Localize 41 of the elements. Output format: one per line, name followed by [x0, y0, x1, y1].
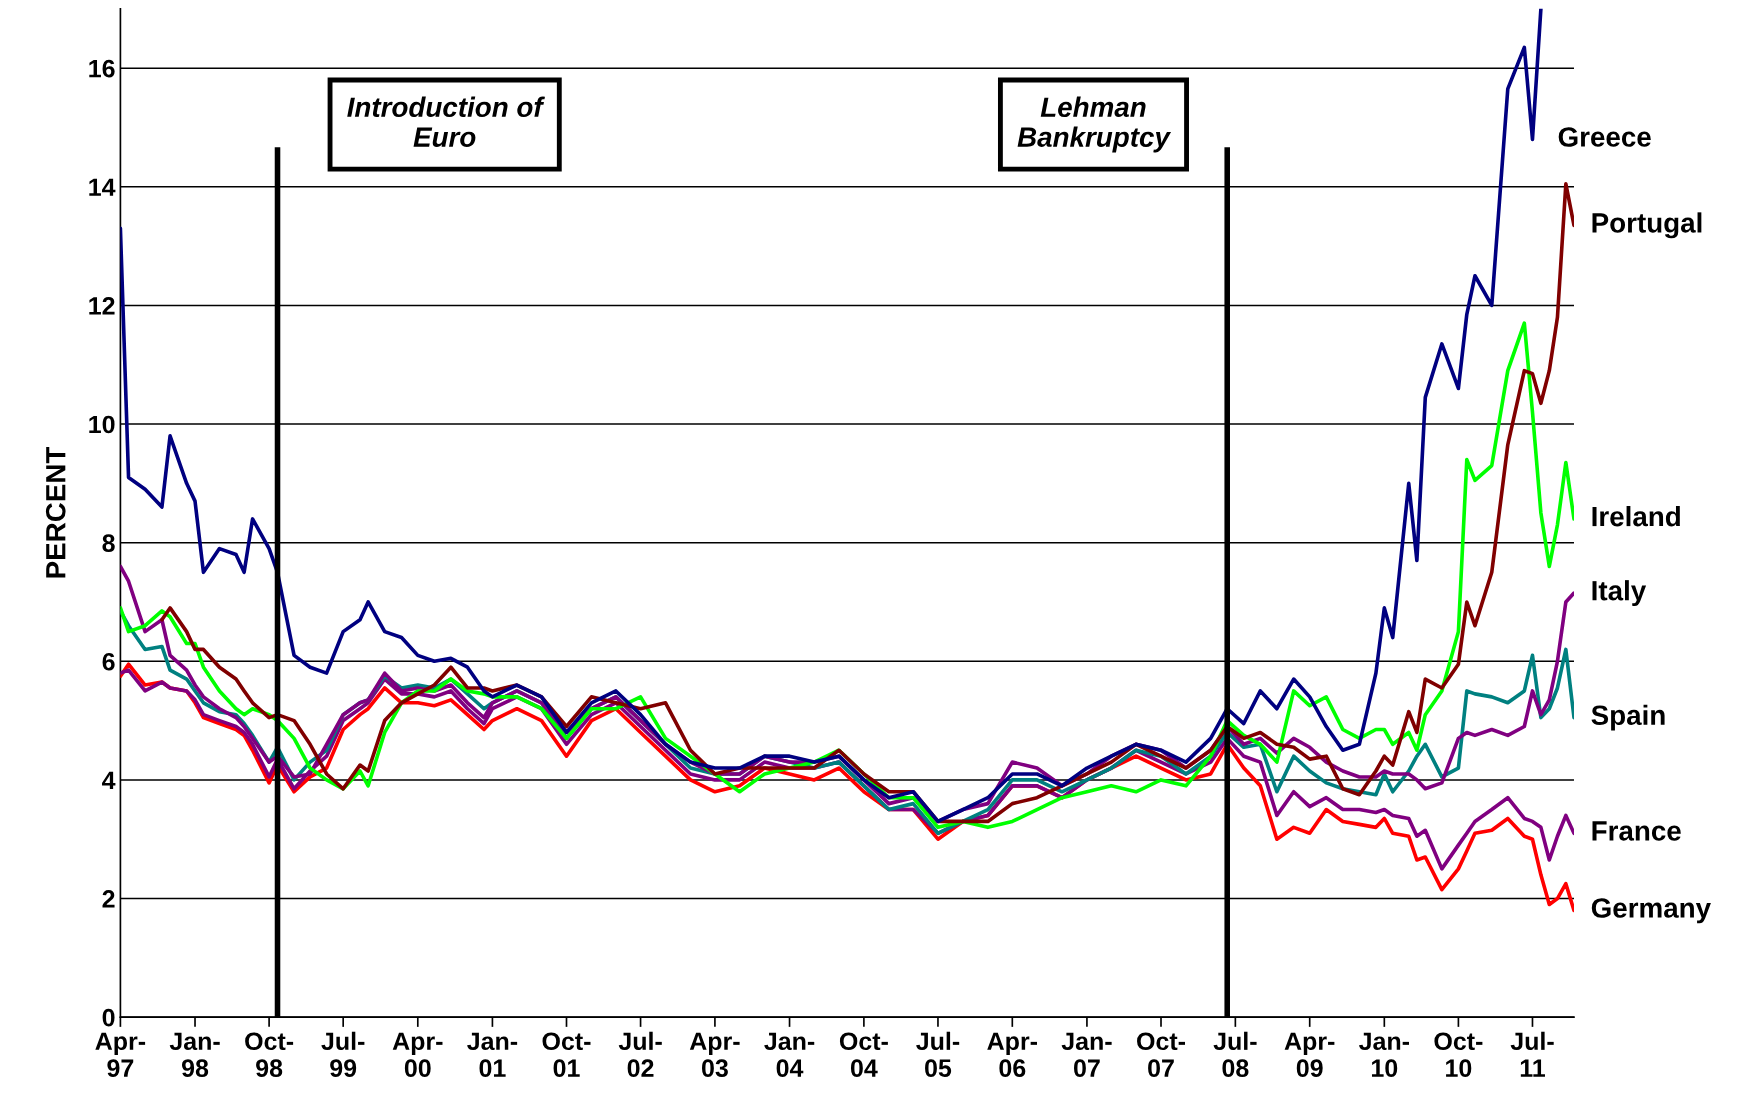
x-tick-label: Oct- 98	[245, 1032, 294, 1078]
y-tick-label: 8	[102, 534, 115, 552]
x-tick-label: Jul- 05	[916, 1031, 960, 1078]
series-label: Portugal	[1592, 212, 1702, 239]
series-label: France	[1592, 821, 1681, 841]
x-tick-label: Jul- 02	[618, 1031, 662, 1078]
line-series	[160, 182, 1574, 824]
x-tick-label: Apr- 03	[689, 1032, 740, 1078]
ref-line-label: Introduction of Euro	[347, 96, 545, 147]
x-tick-label: Oct- 07	[1137, 1032, 1186, 1078]
line-series	[120, 8, 1543, 824]
x-tick-label: Jan- 98	[169, 1032, 220, 1078]
x-tick-label: Apr- 97	[95, 1032, 146, 1078]
y-tick-label: 2	[102, 890, 115, 908]
x-tick-label: Jan- 07	[1061, 1032, 1112, 1078]
x-tick-label: Jul- 08	[1213, 1031, 1257, 1078]
x-tick-label: Oct- 04	[839, 1032, 888, 1078]
x-tick-label: Oct- 01	[542, 1032, 591, 1078]
x-tick-label: Jan- 10	[1359, 1032, 1410, 1078]
x-tick-label: Jan- 04	[764, 1032, 815, 1078]
series-label: Italy	[1592, 580, 1647, 607]
x-tick-label: Jan- 01	[467, 1032, 518, 1078]
y-tick-label: 0	[102, 1008, 115, 1027]
x-tick-label: Apr- 06	[987, 1032, 1037, 1078]
y-tick-label: 16	[89, 59, 115, 78]
x-tick-label: Apr- 00	[392, 1032, 443, 1078]
series-label: Germany	[1591, 898, 1711, 924]
x-tick-label: Jul- 99	[321, 1031, 365, 1078]
y-tick-label: 12	[89, 297, 115, 315]
x-tick-label: Jul- 11	[1510, 1031, 1554, 1077]
series-label: Spain	[1591, 704, 1665, 731]
y-tick-label: 6	[102, 652, 115, 671]
y-axis-title: PERCENT	[45, 446, 66, 578]
series-label: Ireland	[1592, 505, 1680, 527]
x-tick-label: Apr- 09	[1284, 1032, 1335, 1078]
y-tick-label: 14	[89, 178, 116, 196]
x-tick-label: Oct- 10	[1434, 1032, 1483, 1078]
y-tick-label: 4	[102, 771, 116, 789]
ref-line-label: Lehman Bankruptcy	[1017, 96, 1172, 153]
y-tick-label: 10	[89, 415, 115, 434]
series-label: Greece	[1558, 127, 1651, 147]
